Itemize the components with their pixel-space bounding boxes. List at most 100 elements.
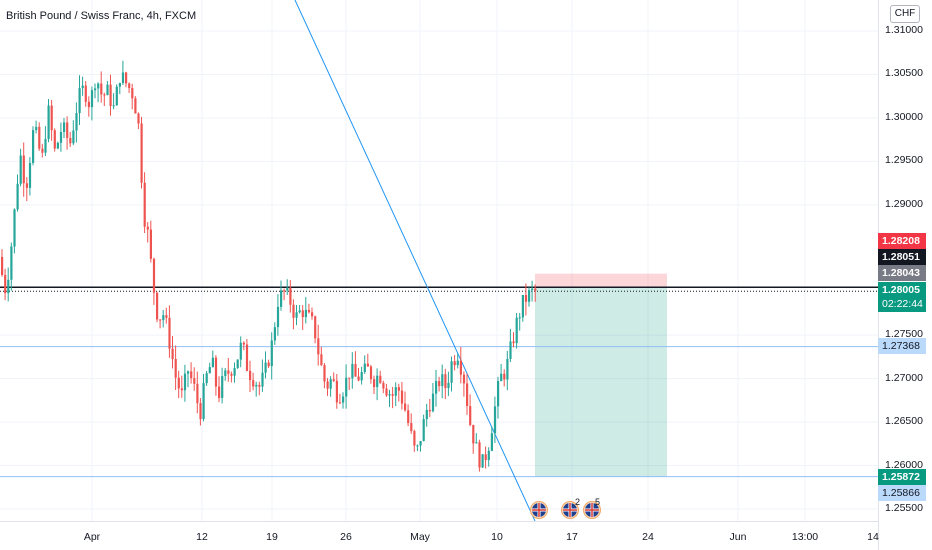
candle-body xyxy=(137,113,140,124)
candle-body xyxy=(239,342,242,360)
candle-body xyxy=(301,310,304,318)
candle-body xyxy=(503,373,506,380)
candle-body xyxy=(38,126,41,149)
candle-body xyxy=(47,105,50,139)
candle-body xyxy=(441,374,444,387)
candle-body xyxy=(276,306,280,328)
candle-body xyxy=(78,88,81,114)
candle-body xyxy=(90,90,94,108)
candle-body xyxy=(25,183,28,188)
candle-body xyxy=(35,126,38,131)
candle-body xyxy=(521,295,524,318)
price-chart[interactable] xyxy=(0,0,878,521)
price-tick: 1.30500 xyxy=(885,67,923,80)
time-axis[interactable]: Apr 12 19 26 May 10 17 24 Jun 13:00 14 xyxy=(0,521,879,550)
candle-body xyxy=(16,183,19,210)
candle-body xyxy=(531,288,534,291)
uk-flag-event-icon[interactable] xyxy=(530,501,548,519)
candle-body xyxy=(453,361,456,366)
time-label-may: May xyxy=(410,531,430,543)
candle-body xyxy=(431,393,435,412)
candle-body xyxy=(422,419,425,441)
candle-body xyxy=(165,315,168,318)
candle-body xyxy=(490,433,493,451)
candle-body xyxy=(75,113,78,131)
candle-body xyxy=(109,84,112,106)
candle-body xyxy=(283,290,286,292)
candle-body xyxy=(466,383,469,407)
candle-body xyxy=(22,155,25,184)
candle-body xyxy=(524,295,528,302)
candle-body xyxy=(382,382,385,389)
candle-body xyxy=(366,363,369,367)
candle-body xyxy=(224,370,227,377)
candle-body xyxy=(307,309,311,313)
symbol-title[interactable]: British Pound / Swiss Franc, 4h, FXCM xyxy=(6,10,197,22)
candle-body xyxy=(369,366,373,380)
candle-body xyxy=(400,390,404,404)
time-label-24: 24 xyxy=(642,531,654,543)
candle-body xyxy=(314,316,317,339)
candle-body xyxy=(323,365,326,382)
candle-body xyxy=(146,226,149,230)
candle-body xyxy=(509,341,512,359)
level-low-label: 1.25866 xyxy=(878,485,926,501)
candle-body xyxy=(348,377,351,379)
candle-body xyxy=(149,229,152,259)
uk-flag-event-icon[interactable] xyxy=(561,501,579,519)
candle-body xyxy=(360,372,363,381)
candle-body xyxy=(196,383,199,404)
candle-body xyxy=(159,319,162,321)
candle-body xyxy=(63,122,66,133)
candle-body xyxy=(255,384,258,387)
candle-body xyxy=(230,373,233,376)
candle-body xyxy=(252,380,255,387)
price-tick: 1.27500 xyxy=(885,328,923,341)
price-tick: 1.26500 xyxy=(885,415,923,428)
candle-body xyxy=(338,402,342,404)
candle-body xyxy=(298,310,301,313)
candle-body xyxy=(410,423,413,432)
candle-body xyxy=(500,373,503,382)
candle-body xyxy=(515,317,518,344)
take-profit-zone xyxy=(535,287,667,477)
candle-body xyxy=(168,317,171,349)
candle-body xyxy=(174,358,177,378)
candle-body xyxy=(481,454,484,468)
candle-body xyxy=(286,287,289,291)
currency-button[interactable]: CHF xyxy=(890,5,920,23)
candle-body xyxy=(475,442,478,444)
candle-body xyxy=(280,290,283,307)
price-tick: 1.25500 xyxy=(885,502,923,514)
last-price-value: 1.28005 xyxy=(882,284,920,296)
candle-body xyxy=(227,370,230,374)
uk-flag-event-icon[interactable] xyxy=(583,501,601,519)
candle-body xyxy=(7,279,10,294)
candle-body xyxy=(208,367,211,374)
candle-body xyxy=(211,357,214,368)
candle-body xyxy=(450,361,453,383)
candle-body xyxy=(385,388,388,396)
candle-body xyxy=(44,138,47,153)
candle-body xyxy=(4,274,7,294)
candle-body xyxy=(249,370,252,381)
candle-body xyxy=(205,373,208,384)
candle-body xyxy=(373,379,376,388)
candle-body xyxy=(87,101,90,108)
candle-body xyxy=(289,287,292,305)
candle-body xyxy=(351,363,354,379)
entry-label: 1.28043 xyxy=(878,265,926,281)
candle-body xyxy=(106,84,109,96)
candle-body xyxy=(56,142,59,149)
candle-body xyxy=(41,148,44,153)
time-label-14: 14 xyxy=(867,531,879,543)
candle-body xyxy=(534,288,537,291)
price-tick: 1.27000 xyxy=(885,371,923,384)
candle-body xyxy=(416,445,419,447)
time-label-apr: Apr xyxy=(83,531,101,543)
candle-body xyxy=(199,403,202,420)
candle-body xyxy=(419,440,422,446)
chart-area[interactable]: British Pound / Swiss Franc, 4h, FXCM xyxy=(0,0,878,521)
resistance-label: 1.28051 xyxy=(878,249,926,265)
bar-countdown: 02:22:44 xyxy=(882,298,923,310)
